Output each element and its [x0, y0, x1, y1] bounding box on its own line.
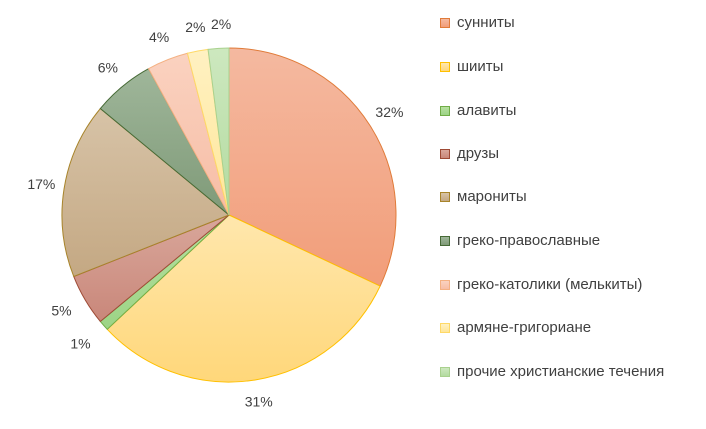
legend-label: марониты — [457, 188, 527, 205]
legend-item-1: сунниты — [440, 12, 680, 34]
legend-label: греко-католики (мелькиты) — [457, 276, 643, 293]
legend-item-8: армяне-григориане — [440, 317, 680, 339]
legend-swatch — [440, 367, 450, 377]
legend-label: шииты — [457, 58, 504, 75]
pie-slice-9 — [207, 47, 230, 216]
legend-swatch — [440, 280, 450, 290]
data-label-2: 31% — [245, 393, 273, 409]
data-label-7: 4% — [149, 29, 169, 45]
pie-data-labels: 32% 31% 1% 5% 17% 6% 4% 2% 2% — [27, 16, 403, 409]
data-label-4: 5% — [51, 302, 71, 318]
data-label-9: 2% — [211, 16, 231, 32]
legend-swatch — [440, 236, 450, 246]
legend-swatch — [440, 192, 450, 202]
data-label-5: 17% — [27, 176, 55, 192]
legend-swatch — [440, 106, 450, 116]
legend-swatch — [440, 62, 450, 72]
legend-item-9: прочие христианские течения — [440, 361, 680, 383]
legend-swatch — [440, 149, 450, 159]
legend-swatch — [440, 323, 450, 333]
legend-label: алавиты — [457, 102, 517, 119]
legend-swatch — [440, 18, 450, 28]
legend-label: друзы — [457, 145, 500, 162]
data-label-6: 6% — [98, 59, 118, 75]
pie-slice-2 — [106, 214, 381, 383]
legend-item-7: греко-католики (мелькиты) — [440, 274, 680, 296]
pie-slices — [61, 47, 397, 383]
pie-slice-5 — [61, 107, 230, 278]
data-label-8: 2% — [185, 19, 205, 35]
legend-item-3: алавиты — [440, 100, 680, 122]
pie-slice-1 — [228, 47, 397, 287]
legend-item-2: шииты — [440, 56, 680, 78]
legend-item-6: греко-православные — [440, 230, 680, 252]
legend-item-5: марониты — [440, 186, 680, 208]
data-label-1: 32% — [375, 104, 403, 120]
legend-item-4: друзы — [440, 143, 680, 165]
legend-label: прочие христианские течения — [457, 363, 665, 380]
data-label-3: 1% — [70, 335, 90, 351]
legend-label: греко-православные — [457, 232, 601, 249]
legend-label: сунниты — [457, 14, 515, 31]
legend-label: армяне-григориане — [457, 319, 592, 336]
